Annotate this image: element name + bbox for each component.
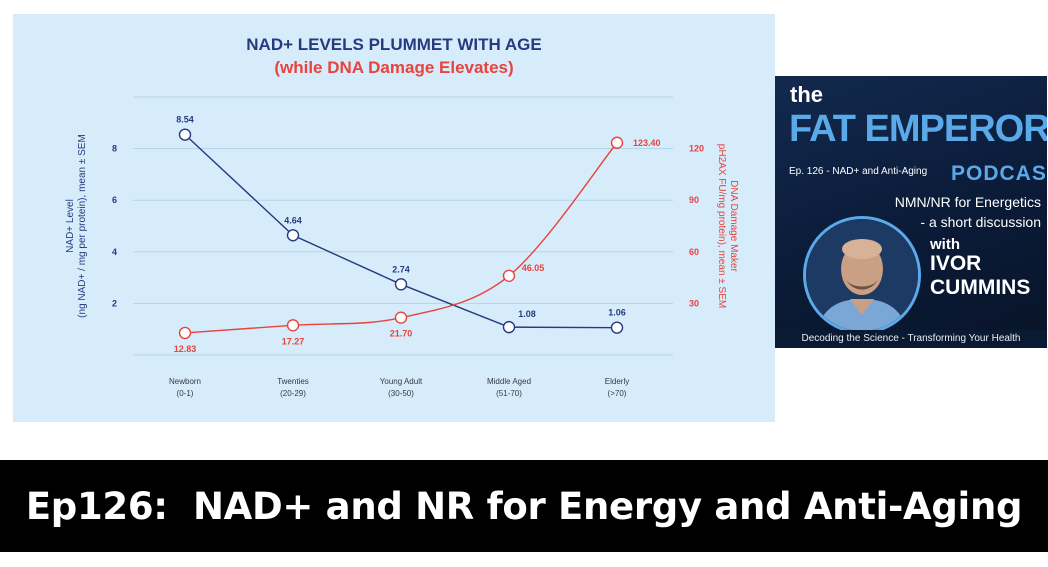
data-label-right: 12.83	[174, 344, 197, 354]
y-axis-label-left-line: NAD+ Level	[65, 199, 76, 253]
y-axis-label-right-line: pH2AX FU/mg protein), mean ± SEM	[716, 144, 727, 308]
y-tick-right: 30	[689, 298, 699, 308]
x-tick-label: Young Adult	[380, 377, 423, 386]
x-tick-label: Newborn	[169, 377, 201, 386]
data-label-left: 1.08	[518, 309, 536, 319]
x-tick-label: Elderly	[605, 377, 629, 386]
x-tick-range: (51-70)	[496, 389, 522, 398]
y-axis-label-right-line: DNA Damage Maker	[728, 180, 739, 272]
y-tick-right: 90	[689, 195, 699, 205]
podcast-the: the	[790, 82, 823, 107]
y-axis-label-left-line: (ng NAD+ / mg per protein), mean ± SEM	[77, 134, 88, 318]
gridlines	[133, 96, 673, 356]
data-point-right	[610, 136, 624, 149]
x-tick-range: (20-29)	[280, 389, 306, 398]
host-last-name: CUMMINS	[930, 276, 1031, 299]
y-axis-label-left: NAD+ Level (ng NAD+ / mg per protein), me…	[65, 134, 88, 318]
data-point-right	[394, 311, 408, 324]
data-point-right	[502, 269, 516, 282]
x-tick-range: (0-1)	[177, 389, 194, 398]
data-label-left: 1.06	[608, 308, 626, 318]
x-tick-label: Middle Aged	[487, 377, 531, 386]
topic-line-2: - a short discussion	[920, 214, 1041, 230]
data-point-left	[286, 229, 300, 242]
series-line-right	[184, 142, 618, 334]
data-label-left: 2.74	[392, 264, 410, 274]
y-tick-right: 60	[689, 247, 699, 257]
data-label-right: 123.40	[633, 138, 661, 148]
host-first-name: IVOR	[930, 252, 982, 275]
chart-title: NAD+ LEVELS PLUMMET WITH AGE	[246, 35, 541, 54]
podcast-host: IVOR CUMMINS	[930, 252, 1030, 300]
y-tick-left: 2	[112, 298, 117, 308]
axes: 2 4 6 8 30 60 90 120 NAD+ Level (ng NAD+ / mg per…	[65, 134, 739, 398]
series-line-left	[184, 134, 618, 329]
data-label-right: 21.70	[390, 329, 413, 339]
host-portrait-icon	[806, 219, 918, 331]
topic-line-1: NMN/NR for Energetics	[894, 194, 1041, 210]
podcast-brand: FAT EMPEROR	[789, 108, 1047, 150]
data-label-right: 46.05	[522, 263, 545, 273]
podcast-with: with	[930, 236, 960, 253]
podcast-cover-art: the FAT EMPEROR Ep. 126 - NAD+ and Anti-…	[775, 76, 1047, 348]
data-label-left: 8.54	[176, 115, 194, 125]
data-point-left	[394, 278, 408, 291]
y-tick-right: 120	[689, 144, 704, 154]
data-label-right: 17.27	[282, 336, 305, 346]
data-point-left	[178, 128, 192, 141]
chart-panel: NAD+ LEVELS PLUMMET WITH AGE (while DNA …	[13, 14, 775, 422]
data-point-right	[178, 326, 192, 340]
data-point-left	[610, 321, 624, 334]
podcast-tagline: Decoding the Science - Transforming Your…	[775, 330, 1047, 348]
host-portrait	[803, 216, 921, 334]
episode-banner: Ep126: NAD+ and NR for Energy and Anti-A…	[0, 460, 1048, 552]
data-label-left: 4.64	[284, 215, 302, 225]
y-tick-left: 6	[112, 195, 117, 205]
nad-chart: NAD+ LEVELS PLUMMET WITH AGE (while DNA …	[65, 35, 739, 398]
x-tick-range: (>70)	[608, 389, 627, 398]
y-tick-left: 8	[112, 144, 117, 154]
chart-subtitle: (while DNA Damage Elevates)	[274, 58, 513, 77]
data-point-right	[286, 319, 300, 332]
episode-title: Ep126: NAD+ and NR for Energy and Anti-A…	[25, 484, 1023, 528]
series: 8.54 4.64 2.74 1.08 1.06 12.83 17.27 21.70 46.05…	[174, 115, 661, 354]
x-tick-range: (30-50)	[388, 389, 414, 398]
x-tick-label: Twenties	[277, 377, 309, 386]
podcast-word: PODCAST	[951, 162, 1047, 185]
podcast-topic: NMN/NR for Energetics - a short discussi…	[895, 192, 1041, 232]
data-point-left	[502, 320, 516, 334]
podcast-episode-label: Ep. 126 - NAD+ and Anti-Aging	[789, 166, 928, 177]
y-tick-left: 4	[112, 247, 117, 257]
